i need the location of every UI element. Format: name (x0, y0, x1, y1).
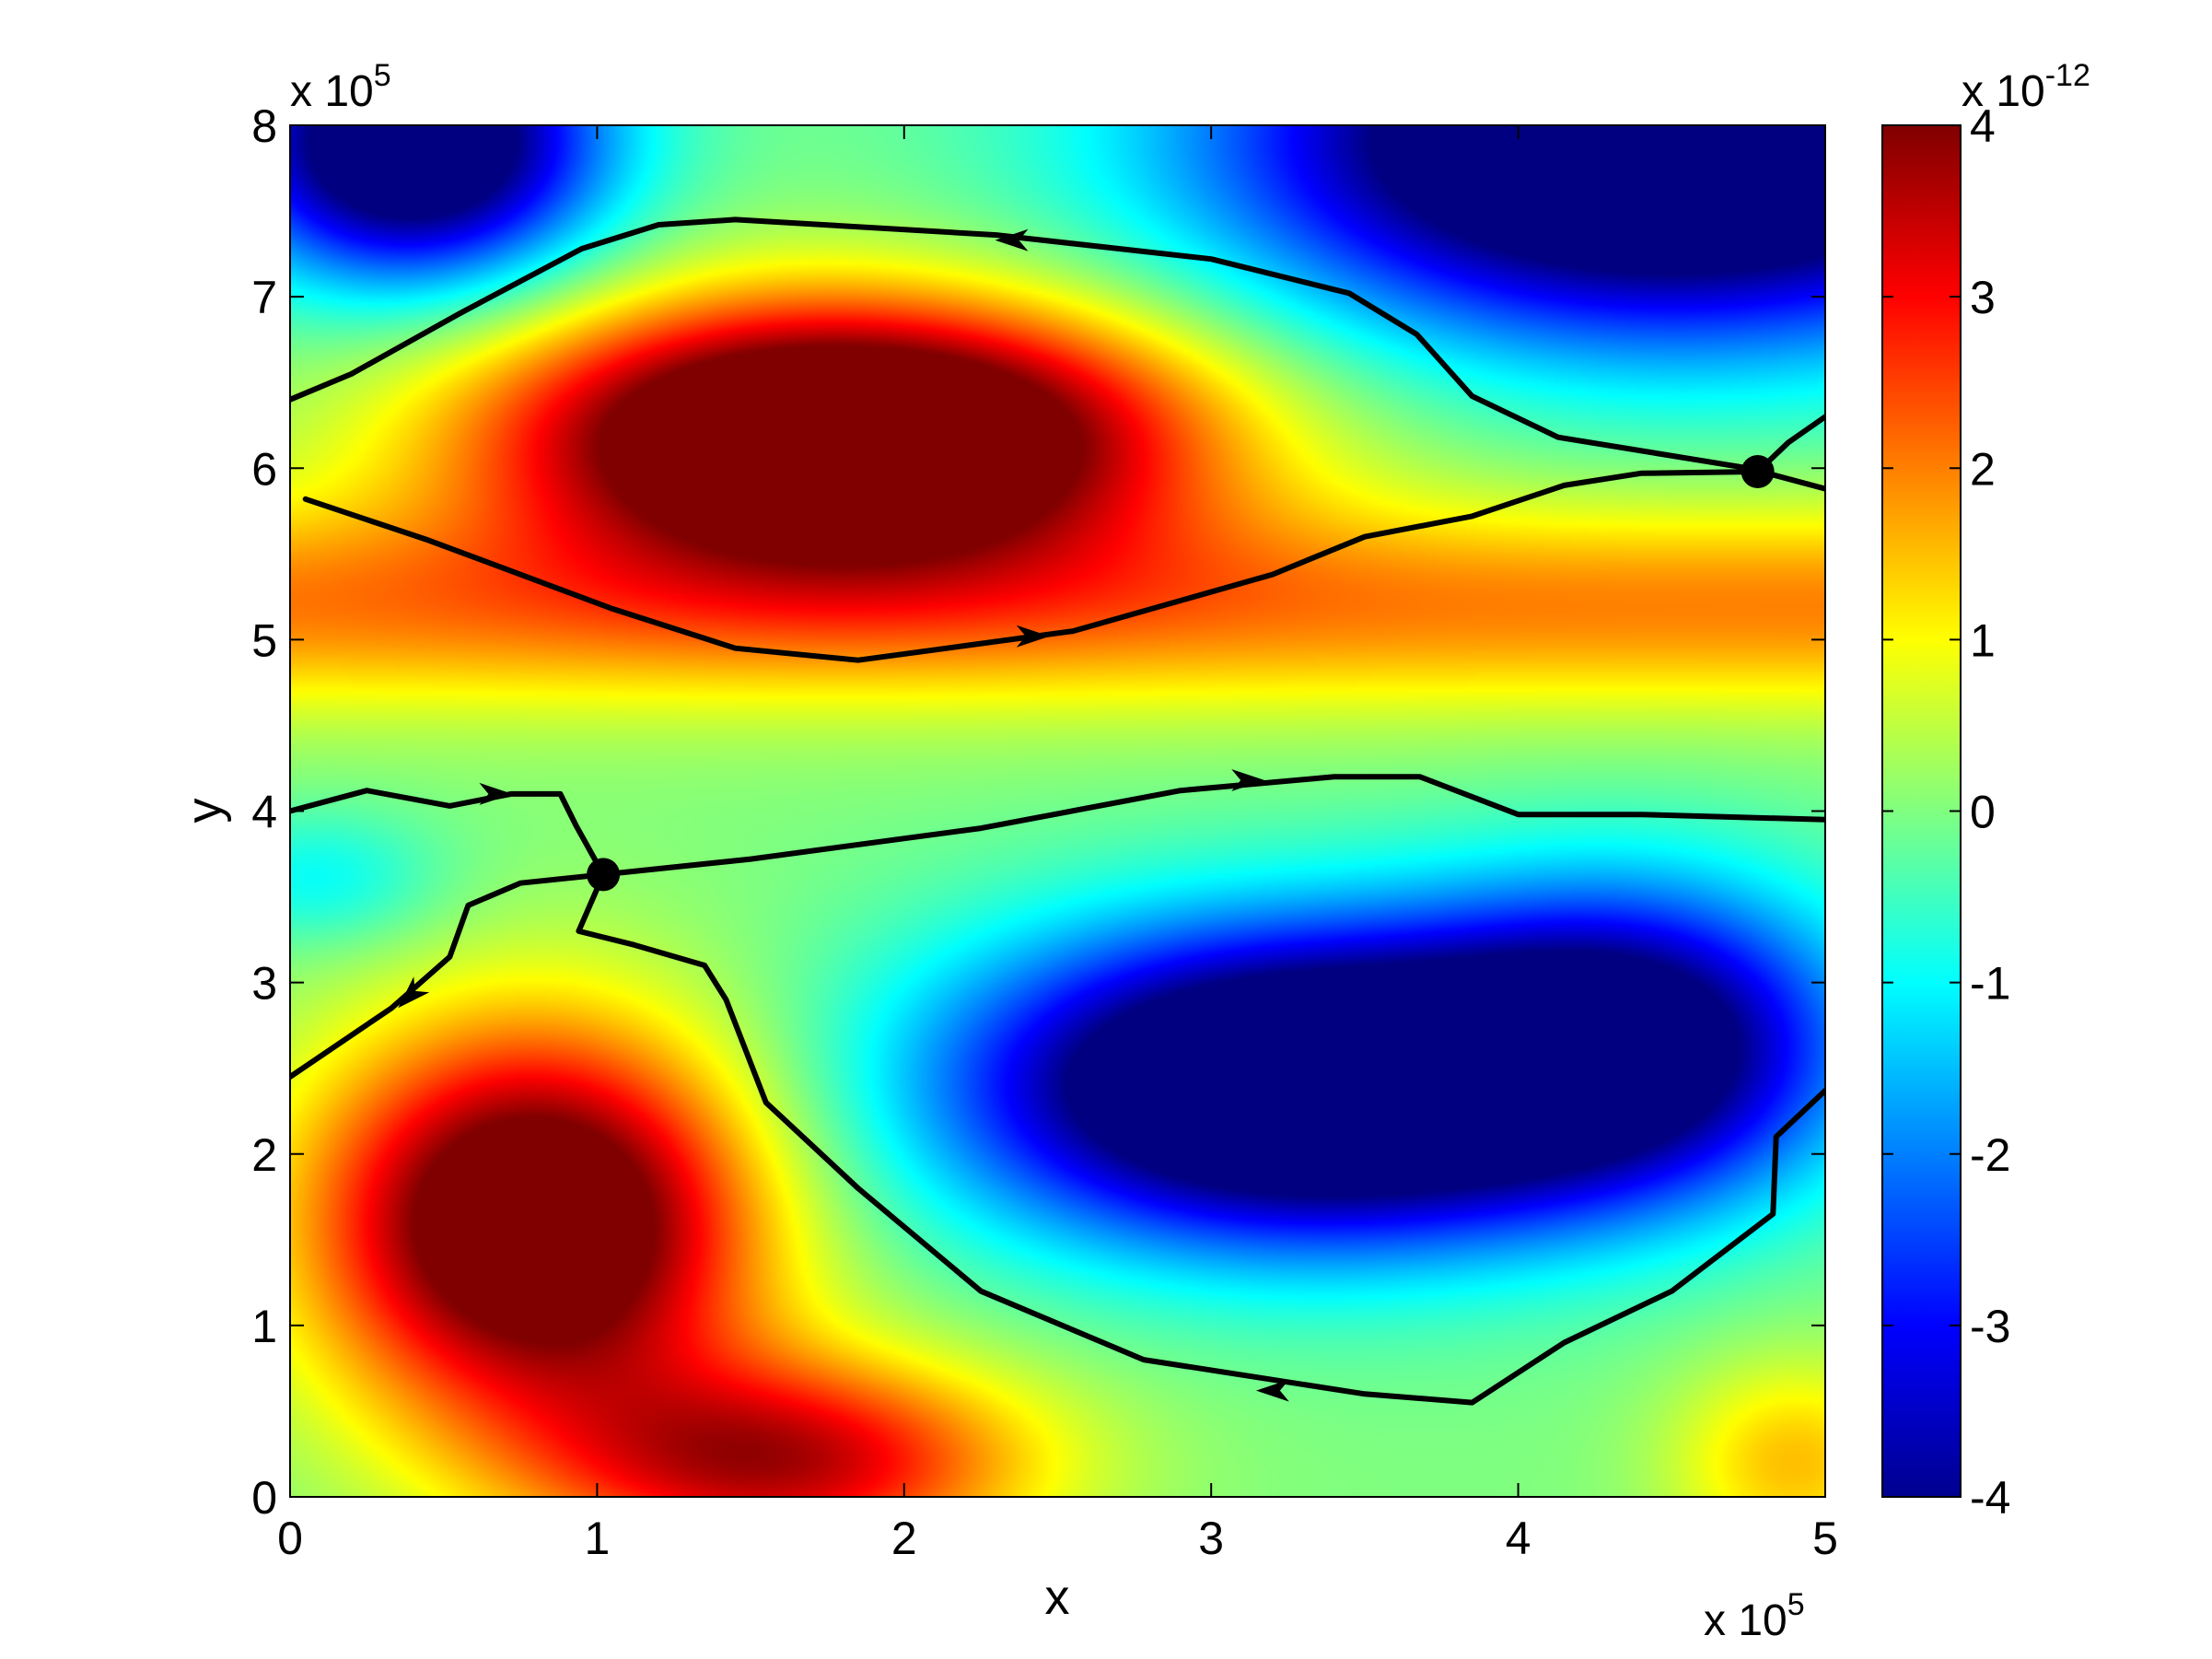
x-axis: 0 1 2 3 4 5 (277, 125, 1838, 1564)
colorbar-tick-label: 2 (1970, 443, 1996, 495)
flow-arrow (1255, 1379, 1289, 1402)
streamline-middle-lower (290, 774, 1825, 878)
y-tick-label: 2 (251, 1129, 277, 1181)
x-tick-label: 1 (584, 1513, 610, 1564)
critical-points (587, 455, 1775, 892)
x-tick-label: 2 (891, 1513, 917, 1564)
y-multiplier: x 105 (290, 58, 391, 116)
y-tick-label: 4 (251, 787, 277, 838)
colorbar-tick-label: 0 (1970, 787, 1996, 838)
streamline-middle-upper (302, 414, 1825, 663)
y-axis-label: y (177, 799, 232, 824)
x-multiplier: x 105 (1704, 1587, 1805, 1645)
colorbar-tick-label: 4 (1970, 100, 1996, 152)
y-tick-label: 3 (251, 958, 277, 1010)
x-tick-label: 3 (1198, 1513, 1224, 1564)
colorbar-tick-label: -2 (1970, 1129, 2010, 1181)
y-tick-label: 1 (251, 1301, 277, 1352)
x-tick-label: 4 (1506, 1513, 1531, 1564)
colorbar-tick-label: -4 (1970, 1472, 2010, 1524)
colorbar-gradient (1882, 125, 1961, 1497)
y-tick-label: 7 (251, 272, 277, 323)
y-tick-label: 0 (251, 1472, 277, 1524)
colorbar: -4 -3 -2 -1 0 1 2 3 4 x 10-12 (1881, 58, 2090, 1524)
y-tick-label: 8 (251, 100, 277, 152)
colorbar-multiplier: x 10-12 (1962, 58, 2090, 116)
flow-arrow (398, 976, 430, 1009)
critical-point-marker (1740, 455, 1775, 488)
flow-arrow (479, 782, 513, 805)
colorbar-tick-label: -1 (1970, 958, 2010, 1010)
streamline-upper (290, 216, 1825, 492)
colorbar-tick-label: 1 (1970, 614, 1996, 666)
x-axis-label: x (1045, 1570, 1070, 1625)
y-tick-label: 6 (251, 443, 277, 495)
x-tick-label: 5 (1812, 1513, 1838, 1564)
streamlines (290, 216, 1825, 1406)
y-axis: 0 1 2 3 4 5 6 7 8 (251, 100, 1825, 1524)
plot-area (289, 124, 1826, 1498)
colorbar-tick-label: -3 (1970, 1301, 2010, 1352)
y-tick-label: 5 (251, 614, 277, 666)
flow-arrow (995, 228, 1029, 251)
critical-point-marker (587, 858, 621, 892)
colorbar-tick-label: 3 (1970, 272, 1996, 323)
flow-arrows (398, 228, 1289, 1402)
flow-arrow (1016, 625, 1050, 648)
flow-arrow (1231, 769, 1265, 791)
colorbar-ticks: -4 -3 -2 -1 0 1 2 3 4 (1882, 100, 2010, 1524)
streamline-lower-left (290, 871, 1825, 1406)
x-tick-label: 0 (277, 1513, 303, 1564)
